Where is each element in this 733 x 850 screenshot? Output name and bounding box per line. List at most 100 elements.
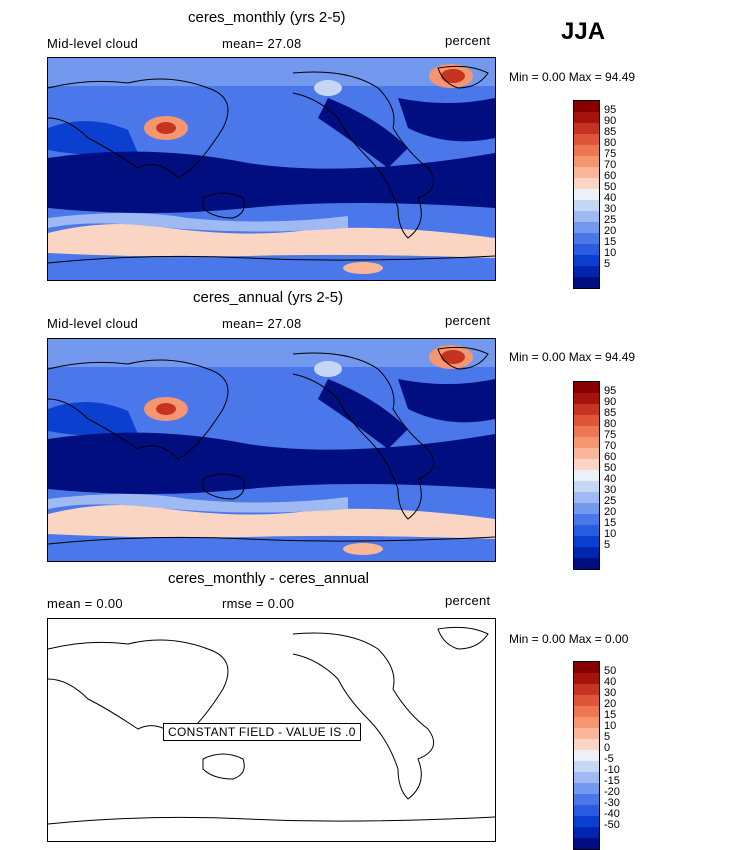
panel-2-map xyxy=(47,338,496,562)
panel-3-title: ceres_monthly - ceres_annual xyxy=(168,570,369,587)
panel-3-units: percent xyxy=(445,593,491,608)
colorbar-segment xyxy=(574,134,599,145)
colorbar-segment xyxy=(574,167,599,178)
colorbar-tick-label: 15 xyxy=(604,236,617,248)
panel-1-colorbar xyxy=(573,100,600,289)
panel-1-variable-label: Mid-level cloud xyxy=(47,36,139,51)
colorbar-segment xyxy=(574,514,599,525)
panel-1-coastlines xyxy=(48,65,495,264)
colorbar-tick-label: 20 xyxy=(604,225,617,237)
colorbar-segment xyxy=(574,772,599,783)
colorbar-tick-label: 60 xyxy=(604,170,617,182)
colorbar-tick-label: 5 xyxy=(604,539,611,551)
colorbar-tick-label: 10 xyxy=(604,720,617,732)
colorbar-tick-label: 75 xyxy=(604,148,617,160)
colorbar-segment xyxy=(574,233,599,244)
colorbar-tick-label: 5 xyxy=(604,258,611,270)
colorbar-tick-label: 40 xyxy=(604,676,617,688)
colorbar-segment xyxy=(574,437,599,448)
panel-1-map xyxy=(47,57,496,281)
panel-1-map-field xyxy=(48,58,495,280)
colorbar-tick-label: 15 xyxy=(604,709,617,721)
colorbar-tick-label: 95 xyxy=(604,104,617,116)
colorbar-tick-label: 20 xyxy=(604,698,617,710)
colorbar-tick-label: 50 xyxy=(604,462,617,474)
colorbar-segment xyxy=(574,101,599,112)
colorbar-segment xyxy=(574,536,599,547)
colorbar-segment xyxy=(574,426,599,437)
colorbar-segment xyxy=(574,805,599,816)
colorbar-segment xyxy=(574,123,599,134)
colorbar-segment xyxy=(574,547,599,558)
colorbar-tick-label: -40 xyxy=(604,808,620,820)
colorbar-segment xyxy=(574,244,599,255)
panel-3-mean: mean = 0.00 xyxy=(47,596,123,611)
panel-2-map-field xyxy=(48,339,495,561)
constant-field-label: CONSTANT FIELD - VALUE IS .0 xyxy=(163,723,361,741)
colorbar-segment xyxy=(574,189,599,200)
colorbar-tick-label: -10 xyxy=(604,764,620,776)
colorbar-tick-label: 90 xyxy=(604,396,617,408)
colorbar-segment xyxy=(574,393,599,404)
colorbar-tick-label: 60 xyxy=(604,451,617,463)
colorbar-segment xyxy=(574,266,599,277)
colorbar-segment xyxy=(574,481,599,492)
colorbar-segment xyxy=(574,673,599,684)
panel-2-units: percent xyxy=(445,313,491,328)
colorbar-segment xyxy=(574,662,599,673)
colorbar-segment xyxy=(574,717,599,728)
colorbar-tick-label: 50 xyxy=(604,181,617,193)
colorbar-tick-label: 30 xyxy=(604,687,617,699)
colorbar-segment xyxy=(574,277,599,288)
colorbar-segment xyxy=(574,211,599,222)
panel-3-min-max: Min = 0.00 Max = 0.00 xyxy=(509,632,629,646)
panel-1-min-max: Min = 0.00 Max = 94.49 xyxy=(509,70,636,84)
panel-1-title: ceres_monthly (yrs 2-5) xyxy=(188,9,346,26)
colorbar-tick-label: 80 xyxy=(604,418,617,430)
colorbar-tick-label: -15 xyxy=(604,775,620,787)
colorbar-tick-label: 25 xyxy=(604,495,617,507)
panel-2-title: ceres_annual (yrs 2-5) xyxy=(193,289,344,306)
colorbar-tick-label: 10 xyxy=(604,528,617,540)
colorbar-tick-label: 80 xyxy=(604,137,617,149)
panel-2-mean: mean= 27.08 xyxy=(222,316,302,331)
colorbar-segment xyxy=(574,783,599,794)
colorbar-segment xyxy=(574,750,599,761)
colorbar-tick-label: 50 xyxy=(604,665,617,677)
colorbar-tick-label: 95 xyxy=(604,385,617,397)
colorbar-segment xyxy=(574,448,599,459)
colorbar-tick-label: 75 xyxy=(604,429,617,441)
colorbar-tick-label: 85 xyxy=(604,126,617,138)
colorbar-tick-label: 40 xyxy=(604,192,617,204)
colorbar-segment xyxy=(574,382,599,393)
panel-2-min-max: Min = 0.00 Max = 94.49 xyxy=(509,350,636,364)
colorbar-tick-label: -30 xyxy=(604,797,620,809)
colorbar-tick-label: -5 xyxy=(604,753,614,765)
colorbar-segment xyxy=(574,695,599,706)
colorbar-tick-label: 20 xyxy=(604,506,617,518)
colorbar-segment xyxy=(574,200,599,211)
panel-1-units: percent xyxy=(445,33,491,48)
colorbar-segment xyxy=(574,503,599,514)
panel-3-rmse: rmse = 0.00 xyxy=(222,596,295,611)
colorbar-tick-label: 85 xyxy=(604,407,617,419)
colorbar-segment xyxy=(574,459,599,470)
colorbar-segment xyxy=(574,156,599,167)
season-label: JJA xyxy=(561,18,606,45)
colorbar-segment xyxy=(574,761,599,772)
colorbar-segment xyxy=(574,404,599,415)
colorbar-segment xyxy=(574,255,599,266)
colorbar-tick-label: 30 xyxy=(604,484,617,496)
colorbar-tick-label: 25 xyxy=(604,214,617,226)
colorbar-segment xyxy=(574,827,599,838)
panel-3-colorbar xyxy=(573,661,600,850)
colorbar-segment xyxy=(574,178,599,189)
panel-1-mean: mean= 27.08 xyxy=(222,36,302,51)
colorbar-tick-label: -20 xyxy=(604,786,620,798)
colorbar-tick-label: 30 xyxy=(604,203,617,215)
colorbar-segment xyxy=(574,415,599,426)
colorbar-segment xyxy=(574,558,599,569)
colorbar-tick-label: 40 xyxy=(604,473,617,485)
colorbar-segment xyxy=(574,684,599,695)
colorbar-segment xyxy=(574,838,599,849)
